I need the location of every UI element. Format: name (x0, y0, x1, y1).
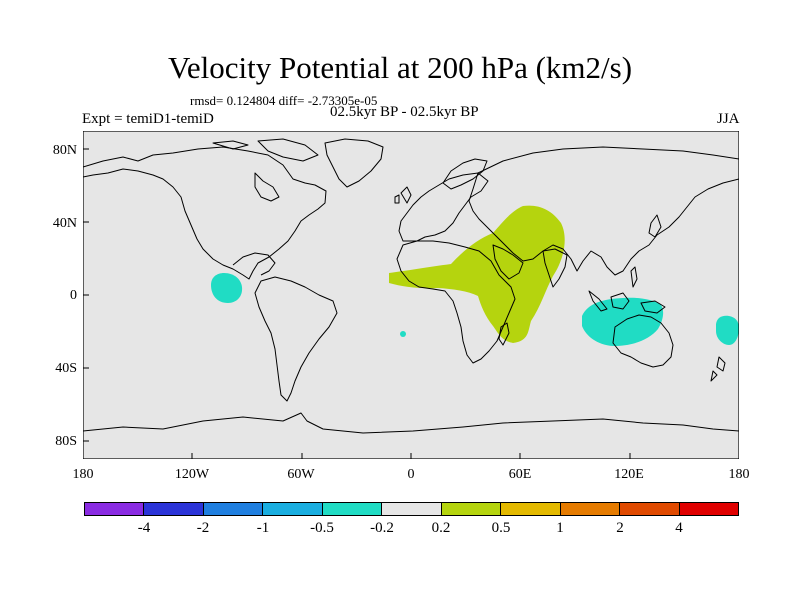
africa-coast (396, 240, 516, 364)
madagascar-coast (498, 322, 510, 346)
lon-label-60e: 60E (508, 467, 532, 482)
stats-label: rmsd= 0.124804 diff= -2.73305e-05 (190, 93, 378, 108)
japan-coast (648, 214, 662, 238)
season-label: JJA (717, 111, 740, 127)
coastlines (83, 138, 739, 434)
new-zealand-coast (710, 356, 726, 382)
arabian-peninsula-coast (492, 244, 524, 280)
australia-coast (612, 314, 674, 368)
colorbar-swatch-7 (440, 502, 502, 516)
colorbar-label: -1 (256, 520, 270, 536)
gulf-of-mexico-coast (232, 252, 276, 276)
philippines-coast (630, 266, 638, 288)
experiment-label: Expt = temiD1-temiD (82, 111, 214, 127)
north-america-coast (83, 146, 327, 280)
south-america-coast (254, 276, 338, 402)
lon-label-180e: 180 (728, 467, 750, 482)
europe-coast (398, 172, 489, 242)
map-ticks (83, 148, 631, 459)
colorbar (84, 502, 739, 516)
british-isles-coast (394, 186, 412, 204)
colorbar-swatch-11 (678, 502, 739, 516)
colorbar-swatch-5 (321, 502, 383, 516)
asia-coast (468, 146, 739, 276)
scandinavia-coast (442, 158, 488, 190)
lat-label-40s: 40S (55, 361, 77, 376)
lat-label-eq: 0 (70, 288, 77, 303)
ocean-background (83, 131, 739, 459)
plot-title: Velocity Potential at 200 hPa (km2/s) (167, 50, 633, 85)
lon-label-120w: 120W (174, 467, 210, 482)
colorbar-swatch-10 (619, 502, 680, 516)
borneo-coast (610, 292, 630, 310)
colorbar-label: -0.2 (370, 520, 394, 536)
colorbar-swatch-2 (143, 502, 204, 516)
greenland-coast (324, 138, 384, 188)
lat-label-80n: 80N (52, 143, 77, 158)
small-atlantic-negative (400, 331, 406, 337)
colorbar-label: 2 (616, 520, 624, 536)
hudson-bay-coast (254, 172, 280, 202)
new-guinea-coast (640, 300, 666, 314)
lon-label-120e: 120E (614, 467, 644, 482)
colorbar-label: -2 (196, 520, 210, 536)
colorbar-swatch-1 (84, 502, 145, 516)
colorbar-label: -4 (137, 520, 151, 536)
lat-label-40n: 40N (52, 216, 77, 231)
period-label: 02.5kyr BP - 02.5kyr BP (330, 104, 479, 120)
arctic-islands-coast (212, 138, 319, 162)
lon-label-180w: 180 (72, 467, 94, 482)
colorbar-swatch-4 (262, 502, 323, 516)
sumatra-coast (588, 290, 608, 312)
western-pacific-negative (716, 315, 739, 345)
eastern-pacific-negative (211, 273, 243, 303)
colorbar-swatch-6 (381, 502, 442, 516)
colorbar-label: -0.5 (310, 520, 334, 536)
lon-label-60w: 60W (287, 467, 315, 482)
colorbar-swatch-9 (559, 502, 621, 516)
colorbar-swatch-8 (500, 502, 561, 516)
india-coast (542, 248, 568, 288)
colorbar-label: 0.5 (491, 520, 511, 536)
antarctica-coast (83, 412, 739, 434)
lon-label-0: 0 (407, 467, 415, 482)
colorbar-label: 0.2 (431, 520, 451, 536)
colorbar-label: 1 (556, 520, 564, 536)
map (83, 131, 739, 459)
colorbar-swatch-3 (202, 502, 264, 516)
africa-middle-east-positive (389, 205, 565, 343)
lat-label-80s: 80S (55, 434, 77, 449)
colorbar-label: 4 (675, 520, 683, 536)
